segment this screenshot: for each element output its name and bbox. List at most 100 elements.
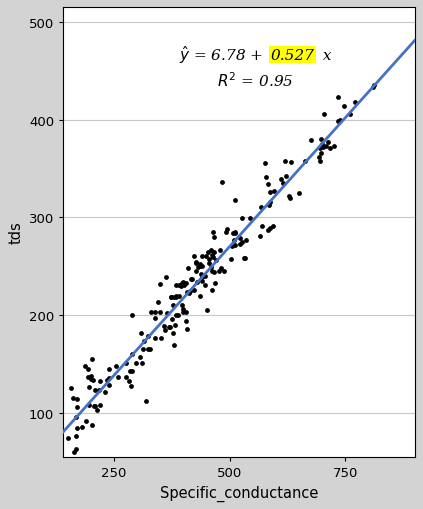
Point bbox=[281, 158, 288, 166]
Point bbox=[174, 311, 181, 319]
Point bbox=[205, 248, 212, 257]
Point bbox=[336, 117, 343, 125]
Point bbox=[286, 195, 293, 203]
Point bbox=[319, 140, 326, 148]
Point bbox=[288, 159, 294, 167]
Point bbox=[224, 225, 231, 234]
Point bbox=[239, 214, 246, 222]
Point bbox=[64, 434, 71, 442]
Text: $\hat{y}$ = 6.78 +: $\hat{y}$ = 6.78 + bbox=[179, 44, 265, 66]
Point bbox=[229, 230, 236, 238]
Point bbox=[210, 248, 217, 256]
Point bbox=[179, 301, 186, 309]
Point bbox=[232, 196, 239, 205]
Point bbox=[209, 267, 215, 275]
Point bbox=[169, 301, 176, 309]
Point bbox=[171, 342, 178, 350]
Point bbox=[132, 360, 139, 368]
Point bbox=[259, 222, 266, 231]
Point bbox=[211, 233, 217, 241]
Point bbox=[114, 374, 121, 382]
Point bbox=[102, 388, 109, 397]
Point bbox=[247, 214, 253, 222]
Point bbox=[69, 394, 76, 402]
Point bbox=[209, 286, 216, 294]
Point bbox=[152, 335, 159, 343]
Point bbox=[371, 82, 378, 90]
Point bbox=[198, 262, 205, 270]
Point bbox=[137, 330, 144, 338]
Point bbox=[191, 252, 198, 260]
Point bbox=[267, 224, 274, 233]
Point bbox=[211, 280, 218, 288]
Point bbox=[126, 367, 133, 375]
Point bbox=[172, 281, 179, 290]
Point bbox=[262, 173, 269, 181]
Point bbox=[126, 378, 132, 386]
Point bbox=[184, 288, 190, 296]
Point bbox=[193, 279, 200, 287]
Point bbox=[73, 432, 80, 440]
Point bbox=[74, 395, 80, 403]
Point bbox=[317, 158, 324, 166]
Point bbox=[295, 189, 302, 197]
Point bbox=[141, 337, 148, 345]
Point bbox=[129, 312, 136, 320]
Point bbox=[323, 143, 330, 151]
Point bbox=[206, 256, 213, 264]
Text: $R^2$ = 0.95: $R^2$ = 0.95 bbox=[217, 71, 294, 90]
Point bbox=[172, 293, 179, 301]
Point bbox=[168, 294, 175, 302]
Point bbox=[228, 256, 235, 264]
Point bbox=[179, 280, 186, 288]
Point bbox=[317, 145, 324, 153]
Point bbox=[88, 372, 94, 380]
Point bbox=[128, 382, 135, 390]
Point bbox=[152, 315, 159, 323]
Point bbox=[180, 308, 187, 316]
Point bbox=[176, 292, 183, 300]
Point bbox=[216, 267, 222, 275]
Point bbox=[164, 309, 171, 318]
Point bbox=[222, 228, 229, 236]
Point bbox=[94, 406, 101, 414]
Point bbox=[341, 103, 347, 111]
Point bbox=[91, 403, 97, 411]
Point bbox=[82, 417, 89, 426]
Point bbox=[347, 111, 354, 119]
Point bbox=[370, 83, 377, 92]
Point bbox=[137, 353, 144, 361]
Point bbox=[183, 279, 190, 287]
Point bbox=[231, 237, 237, 245]
Point bbox=[185, 290, 192, 298]
Point bbox=[82, 362, 88, 371]
Text: x: x bbox=[318, 48, 331, 63]
Point bbox=[209, 253, 216, 262]
Point bbox=[84, 365, 91, 374]
Point bbox=[262, 160, 269, 168]
Point bbox=[139, 360, 146, 368]
Point bbox=[105, 382, 112, 390]
Point bbox=[192, 259, 199, 267]
Point bbox=[84, 374, 91, 382]
Point bbox=[73, 413, 80, 421]
Point bbox=[197, 263, 204, 271]
Point bbox=[321, 110, 327, 119]
Point bbox=[231, 242, 238, 250]
Point bbox=[319, 144, 326, 152]
Point bbox=[203, 306, 210, 315]
Point bbox=[278, 176, 285, 184]
Point bbox=[266, 199, 273, 207]
Point bbox=[211, 269, 217, 277]
Point bbox=[219, 179, 226, 187]
Point bbox=[283, 173, 290, 181]
Point bbox=[257, 233, 264, 241]
Point bbox=[327, 145, 333, 153]
Point bbox=[92, 386, 99, 394]
Point bbox=[192, 268, 199, 276]
Point bbox=[129, 367, 135, 375]
Point bbox=[213, 256, 220, 264]
Point bbox=[185, 264, 192, 272]
Point bbox=[79, 423, 86, 432]
Point bbox=[302, 157, 308, 165]
